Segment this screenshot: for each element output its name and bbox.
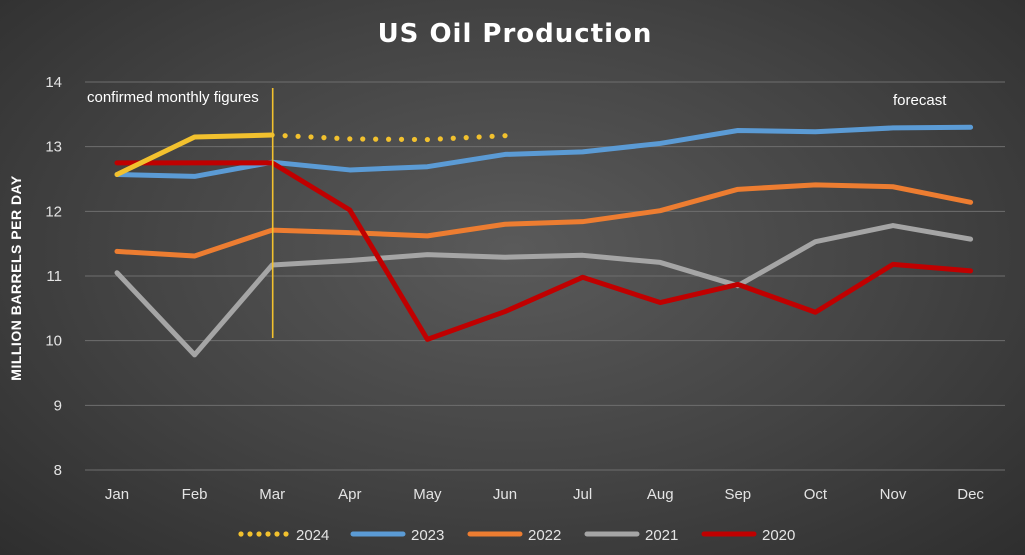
legend-swatch <box>265 531 271 537</box>
series-2024 <box>114 132 508 177</box>
series-dot <box>437 136 443 142</box>
series-line <box>114 160 974 342</box>
series-dot <box>347 136 353 142</box>
legend-item-2022: 2022 <box>467 527 561 544</box>
chart-title: US Oil Production <box>378 19 653 49</box>
series-2021 <box>114 223 974 358</box>
series-dot <box>373 136 379 142</box>
series-dot <box>308 134 314 140</box>
x-tick-label: Sep <box>724 486 751 503</box>
x-tick-labels: Jan Feb Mar Apr May Jun Jul Aug Sep Oct Nov Dec <box>105 486 985 503</box>
x-tick-label: Jul <box>573 486 592 503</box>
y-tick-label: 12 <box>45 203 62 220</box>
series-dot <box>489 133 495 139</box>
x-tick-label: Feb <box>182 486 208 503</box>
annotation-forecast: forecast <box>893 92 947 109</box>
legend-label: 2023 <box>411 527 444 544</box>
series-dot <box>398 136 405 142</box>
legend-swatch <box>247 531 253 537</box>
series-dot <box>360 136 366 142</box>
series-dot <box>334 135 340 141</box>
series-dot <box>282 133 288 139</box>
x-tick-label: Apr <box>338 486 361 503</box>
legend-swatch <box>238 531 244 537</box>
series-line <box>114 182 974 259</box>
series-dot <box>450 135 456 141</box>
series-dot <box>386 136 392 142</box>
series-dot <box>476 134 482 140</box>
series-dot <box>321 135 327 141</box>
legend-swatch <box>256 531 262 537</box>
legend-item-2023: 2023 <box>350 527 444 544</box>
x-tick-label: Mar <box>259 486 285 503</box>
legend: 2024 2023 2022 2021 2020 <box>238 527 795 544</box>
series-2022 <box>114 182 974 259</box>
x-tick-label: Jun <box>493 486 517 503</box>
x-tick-label: Oct <box>804 486 828 503</box>
y-tick-label: 10 <box>45 333 62 350</box>
x-tick-label: Jan <box>105 486 129 503</box>
legend-swatch <box>283 531 289 537</box>
legend-item-2020: 2020 <box>701 527 795 544</box>
x-tick-label: Aug <box>647 486 674 503</box>
gridlines <box>85 81 1005 471</box>
series-dot <box>502 133 508 139</box>
series-dot <box>411 136 418 143</box>
legend-label: 2021 <box>645 527 678 544</box>
legend-label: 2020 <box>762 527 795 544</box>
series-lines <box>114 124 974 358</box>
legend-label: 2024 <box>296 527 329 544</box>
series-dot <box>463 135 469 141</box>
x-tick-label: Nov <box>880 486 907 503</box>
series-dot <box>424 136 430 143</box>
x-tick-label: Dec <box>957 486 984 503</box>
series-line <box>114 223 974 358</box>
annotation-confirmed: confirmed monthly figures <box>87 89 259 106</box>
legend-label: 2022 <box>528 527 561 544</box>
y-tick-label: 8 <box>54 462 62 479</box>
legend-item-2021: 2021 <box>584 527 678 544</box>
series-dot <box>295 133 301 139</box>
legend-swatch <box>274 531 280 537</box>
series-line-solid <box>114 132 275 177</box>
y-tick-label: 11 <box>46 268 62 285</box>
y-tick-label: 13 <box>45 139 62 156</box>
series-2020 <box>114 160 974 342</box>
legend-item-2024: 2024 <box>238 527 329 544</box>
x-tick-label: May <box>413 486 442 503</box>
y-tick-label: 9 <box>54 397 62 414</box>
y-tick-label: 14 <box>45 74 62 91</box>
y-tick-labels: 8 9 10 11 12 13 14 <box>45 74 62 479</box>
y-axis-label: MILLION BARRELS PER DAY <box>8 175 24 381</box>
